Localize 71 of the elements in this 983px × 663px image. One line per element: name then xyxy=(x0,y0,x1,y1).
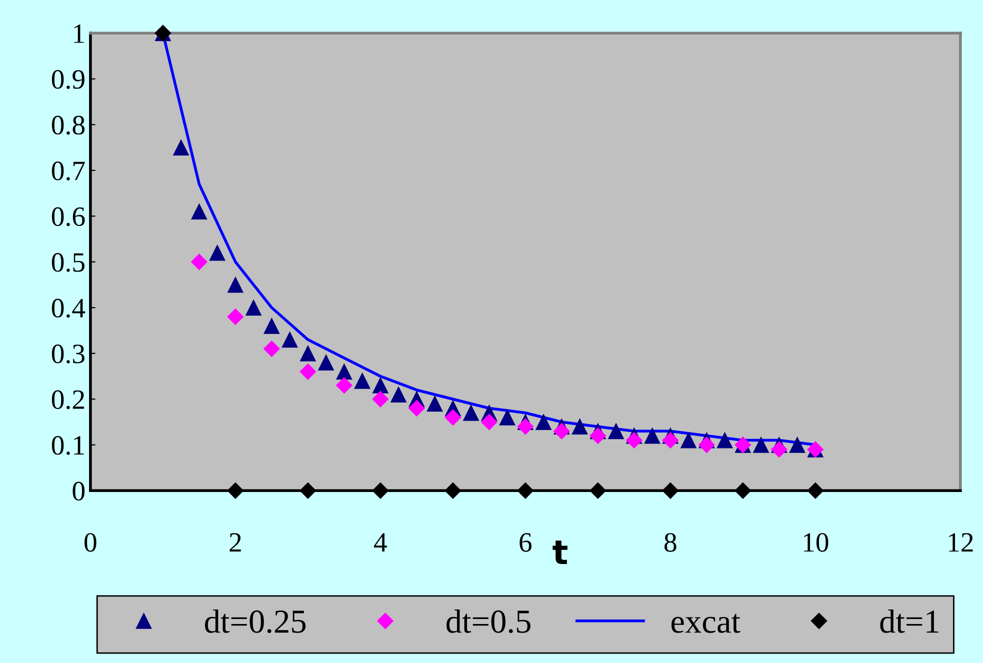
point xyxy=(300,363,316,380)
x-tick-label: 6 xyxy=(520,533,532,552)
y-tick-label: 0.3 xyxy=(52,344,84,364)
point xyxy=(590,428,606,444)
x-tick-label: 10 xyxy=(804,533,828,552)
y-tick-label: 0 xyxy=(72,482,85,501)
y-tick-label: 0.5 xyxy=(52,253,84,272)
point xyxy=(608,423,624,440)
point xyxy=(372,482,389,499)
x-tick-label: 12 xyxy=(948,533,973,552)
point xyxy=(190,254,208,270)
point xyxy=(336,377,352,394)
point xyxy=(770,441,788,458)
x-tick-label: 2 xyxy=(230,533,241,552)
point xyxy=(662,482,679,499)
y-tick-label: 0.6 xyxy=(52,207,85,226)
point xyxy=(372,390,389,408)
x-tick-label: 4 xyxy=(374,533,387,552)
point xyxy=(480,414,498,430)
point xyxy=(789,436,806,453)
legend-label: excat xyxy=(671,614,740,633)
point xyxy=(444,409,462,426)
point xyxy=(662,432,679,449)
x-tick-label: 8 xyxy=(664,533,676,552)
point xyxy=(227,276,244,293)
y-tick-label: 0.8 xyxy=(52,116,85,135)
point xyxy=(536,414,552,430)
point xyxy=(626,432,642,449)
legend-label: dt=1 xyxy=(880,609,938,633)
point xyxy=(300,482,316,499)
point xyxy=(463,404,480,421)
legend-label: dt=0.5 xyxy=(446,609,530,634)
point xyxy=(209,244,226,261)
point xyxy=(499,409,516,426)
point xyxy=(246,300,262,316)
point xyxy=(444,482,462,499)
point xyxy=(354,372,370,389)
point xyxy=(753,436,770,453)
point xyxy=(282,332,298,348)
point xyxy=(553,422,570,440)
point xyxy=(644,428,660,444)
point xyxy=(680,432,697,448)
point xyxy=(408,400,425,416)
y-tick-label: 0.4 xyxy=(52,298,86,318)
point xyxy=(698,436,715,454)
point xyxy=(263,340,280,358)
point xyxy=(426,396,443,412)
x-axis-title: t xyxy=(552,540,568,564)
point xyxy=(517,418,534,435)
point xyxy=(590,482,606,499)
y-tick-label: 0.7 xyxy=(52,162,85,180)
point xyxy=(807,482,824,499)
point xyxy=(227,482,244,499)
y-tick-label: 1 xyxy=(74,24,84,43)
point xyxy=(318,354,334,371)
point xyxy=(227,308,244,325)
point xyxy=(517,482,534,499)
point xyxy=(716,432,733,448)
point xyxy=(191,204,208,220)
y-tick-label: 0.9 xyxy=(52,70,84,89)
y-tick-label: 0.1 xyxy=(52,436,84,455)
point xyxy=(734,482,752,499)
y-tick-label: 0.2 xyxy=(52,390,84,410)
point xyxy=(390,386,407,403)
point xyxy=(336,364,352,380)
point xyxy=(300,345,316,362)
point xyxy=(572,418,588,435)
point xyxy=(173,140,190,156)
point xyxy=(372,377,388,394)
point xyxy=(264,318,280,334)
legend-label: dt=0.25 xyxy=(204,609,306,634)
